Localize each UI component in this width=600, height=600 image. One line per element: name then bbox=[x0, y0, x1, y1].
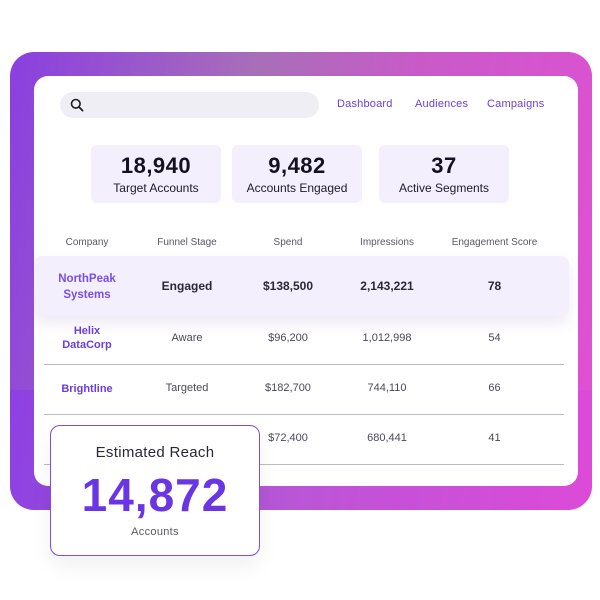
stat-label: Target Accounts bbox=[113, 181, 199, 195]
impressions: 680,441 bbox=[367, 432, 407, 444]
table-row-highlighted[interactable]: NorthPeak Systems Engaged $138,500 2,143… bbox=[34, 256, 569, 316]
spend: $96,200 bbox=[268, 332, 308, 344]
stat-accounts-engaged: 9,482 Accounts Engaged bbox=[232, 145, 362, 203]
search-icon bbox=[70, 98, 84, 112]
company-name-line: NorthPeak bbox=[58, 273, 116, 285]
engagement-score: 66 bbox=[488, 382, 501, 394]
spend: $72,400 bbox=[268, 432, 308, 444]
table-row[interactable]: Brightline Targeted $182,700 744,110 66 bbox=[34, 382, 578, 402]
funnel-stage: Aware bbox=[171, 332, 203, 344]
reach-title: Estimated Reach bbox=[95, 444, 215, 461]
row-divider bbox=[44, 464, 564, 465]
table-row[interactable]: Helix DataCorp Aware $96,200 1,012,998 5… bbox=[34, 324, 578, 364]
nav-link-campaigns[interactable]: Campaigns bbox=[487, 98, 545, 110]
column-header-impressions[interactable]: Impressions bbox=[360, 237, 414, 248]
estimated-reach-card: Estimated Reach 14,872 Accounts bbox=[50, 425, 260, 556]
funnel-stage: Targeted bbox=[165, 382, 209, 394]
stat-value: 9,482 bbox=[268, 153, 326, 178]
engagement-score: 78 bbox=[487, 279, 502, 293]
row-divider bbox=[44, 364, 564, 365]
impressions: 2,143,221 bbox=[360, 279, 414, 293]
impressions: 744,110 bbox=[367, 382, 407, 394]
column-header-funnel-stage[interactable]: Funnel Stage bbox=[157, 237, 217, 248]
company-name[interactable]: NorthPeak Systems bbox=[52, 271, 122, 303]
reach-value: 14,872 bbox=[81, 469, 229, 521]
nav-link-audiences[interactable]: Audiences bbox=[415, 98, 469, 110]
funnel-stage: Engaged bbox=[161, 279, 213, 293]
spend: $138,500 bbox=[262, 279, 314, 293]
row-divider bbox=[44, 414, 564, 415]
stat-value: 18,940 bbox=[120, 153, 192, 178]
impressions: 1,012,998 bbox=[362, 332, 412, 344]
table-row[interactable]: $72,400 680,441 41 bbox=[34, 432, 578, 452]
column-header-engagement-score[interactable]: Engagement Score bbox=[451, 237, 538, 248]
dashboard-card: Dashboard Audiences Campaigns 18,940 Tar… bbox=[34, 76, 578, 486]
company-name[interactable]: Brightline bbox=[61, 383, 113, 395]
engagement-score: 41 bbox=[488, 432, 501, 444]
stat-active-segments: 37 Active Segments bbox=[379, 145, 509, 203]
spend: $182,700 bbox=[265, 382, 311, 394]
reach-unit: Accounts bbox=[131, 526, 179, 538]
stat-value: 37 bbox=[431, 153, 457, 178]
nav-link-dashboard[interactable]: Dashboard bbox=[337, 98, 393, 110]
company-name-line: DataCorp bbox=[62, 339, 112, 351]
company-name-line: Helix bbox=[73, 325, 101, 337]
stat-label: Active Segments bbox=[398, 181, 490, 195]
column-header-company[interactable]: Company bbox=[65, 237, 109, 248]
company-name[interactable]: Helix DataCorp bbox=[52, 324, 122, 352]
stat-label: Accounts Engaged bbox=[246, 181, 348, 195]
company-name-line: Systems bbox=[63, 289, 111, 301]
column-header-spend[interactable]: Spend bbox=[273, 237, 303, 248]
stat-target-accounts: 18,940 Target Accounts bbox=[91, 145, 221, 203]
search-input[interactable] bbox=[60, 92, 319, 118]
engagement-score: 54 bbox=[488, 332, 501, 344]
